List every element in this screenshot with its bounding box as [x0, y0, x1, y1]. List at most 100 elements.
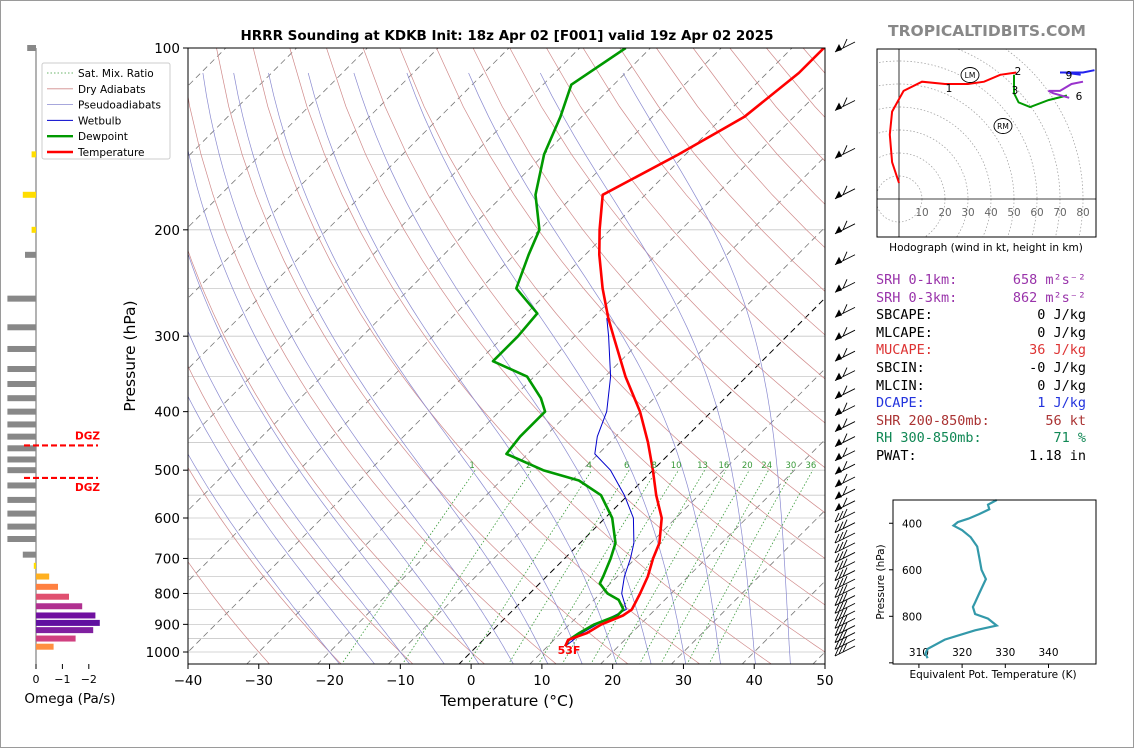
- mixing-ratio-label: 13: [697, 461, 708, 471]
- dry-adiabat: [289, 48, 772, 664]
- omega-bar: [7, 395, 37, 402]
- barb-staff: [834, 542, 856, 554]
- barb-feather: [842, 636, 848, 646]
- skewt-ylabel: Pressure (hPa): [121, 300, 139, 411]
- index-value: 862 m²s⁻²: [1012, 289, 1086, 306]
- pressure-tick-label: 700: [154, 551, 180, 567]
- barb-flag: [835, 452, 842, 461]
- isotherm: [529, 368, 825, 664]
- mixing-ratio-line: [402, 469, 532, 664]
- barb-staff: [834, 522, 856, 534]
- barb-feather: [834, 633, 840, 643]
- isotherm: [670, 509, 825, 664]
- barb-feather: [842, 97, 848, 107]
- mixing-ratio-line: [467, 469, 593, 664]
- theta-e-x-label: 320: [952, 647, 972, 659]
- wind-barb: [834, 558, 856, 573]
- barb-feather: [834, 553, 840, 563]
- omega-panel: DGZ DGZ 0 −1 −2: [7, 45, 100, 686]
- pressure-tick-label: 900: [154, 617, 180, 633]
- pressure-tick-label: 300: [154, 329, 180, 345]
- hodograph-tick-label: 40: [984, 207, 997, 219]
- barb-feather: [834, 533, 840, 544]
- barb-staff: [834, 610, 856, 622]
- mixing-ratio-label: 2: [526, 461, 531, 471]
- index-value: 71 %: [1053, 430, 1086, 447]
- wind-barb: [834, 642, 856, 657]
- hodograph-tick-label: 30: [961, 207, 974, 219]
- barb-feather: [842, 642, 848, 653]
- hodograph-segment: [1048, 80, 1084, 99]
- mixing-ratio-label: 4: [586, 461, 591, 471]
- temp-tick-label: 30: [675, 673, 692, 689]
- mixing-ratio-line: [708, 470, 814, 664]
- moist-adiabat: [622, 72, 791, 664]
- legend-label: Wetbulb: [78, 115, 122, 127]
- wind-barb: [834, 185, 856, 200]
- omega-tick-label: −1: [54, 673, 70, 686]
- hodograph-tick-label: 60: [1030, 207, 1043, 219]
- barb-feather: [842, 549, 848, 559]
- barb-feather: [842, 567, 848, 577]
- barb-feather: [842, 185, 848, 195]
- wind-barb: [834, 367, 856, 382]
- temp-tick-label: 20: [604, 673, 621, 689]
- barb-feather: [834, 640, 840, 650]
- surface-temp-label: 53F: [558, 644, 581, 657]
- skewt-profiles: [491, 48, 825, 648]
- index-row: PWAT: 1.18 in: [876, 448, 1086, 466]
- mixing-ratio-line: [341, 469, 476, 664]
- barb-flag: [835, 102, 842, 111]
- barb-feather: [842, 519, 848, 529]
- barb-staff: [834, 552, 856, 563]
- moist-adiabat: [307, 72, 618, 664]
- barb-feather: [842, 485, 848, 496]
- moist-adiabat: [233, 72, 549, 664]
- legend-label: Sat. Mix. Ratio: [78, 68, 154, 80]
- wind-barb: [834, 460, 856, 475]
- omega-bar: [25, 251, 36, 258]
- omega-bar: [7, 467, 37, 474]
- barb-feather: [842, 600, 848, 610]
- barb-feather: [834, 579, 840, 590]
- mixing-ratio-line: [508, 469, 630, 664]
- isotherm: [316, 155, 825, 664]
- temp-tick-label: −20: [315, 673, 344, 689]
- dry-adiabat: [188, 466, 342, 664]
- dgz-label: DGZ: [75, 430, 100, 442]
- profile-dewpoint: [491, 48, 627, 648]
- wind-barb: [834, 575, 856, 590]
- barb-feather: [838, 560, 844, 570]
- barb-feather: [842, 558, 848, 568]
- mixing-ratio-line: [613, 469, 727, 664]
- theta-e-x-label: 310: [909, 647, 929, 659]
- index-value: 0 J/kg: [1037, 324, 1086, 341]
- barb-feather: [842, 615, 848, 625]
- index-value: 36 J/kg: [1029, 342, 1086, 359]
- wind-barb: [834, 622, 856, 636]
- legend-label: Pseudoadiabats: [78, 100, 161, 112]
- barb-feather: [842, 347, 848, 358]
- wind-barbs: [834, 38, 856, 657]
- hodograph-height-label: 3: [1012, 85, 1019, 97]
- index-value: 1 J/kg: [1037, 395, 1086, 412]
- barb-feather: [842, 402, 848, 412]
- wind-barb: [834, 497, 856, 512]
- barb-feather: [842, 220, 848, 231]
- omega-bar: [22, 551, 36, 558]
- mixing-ratio-line: [660, 470, 769, 664]
- wind-barb: [834, 145, 856, 159]
- wind-barb: [834, 607, 856, 622]
- omega-bar: [27, 45, 36, 51]
- mixing-ratio-line: [590, 469, 706, 664]
- pressure-tick-label: 800: [154, 586, 180, 602]
- index-row: SRH 0-1km: 658 m²s⁻²: [876, 272, 1086, 290]
- dry-adiabat: [252, 48, 701, 664]
- barb-feather: [834, 619, 840, 629]
- wind-barb: [834, 485, 856, 500]
- barb-feather: [842, 326, 848, 337]
- wind-barb: [834, 97, 856, 111]
- isotherm: [188, 48, 793, 653]
- omega-bar: [31, 226, 36, 233]
- mixing-ratio-line: [639, 469, 750, 664]
